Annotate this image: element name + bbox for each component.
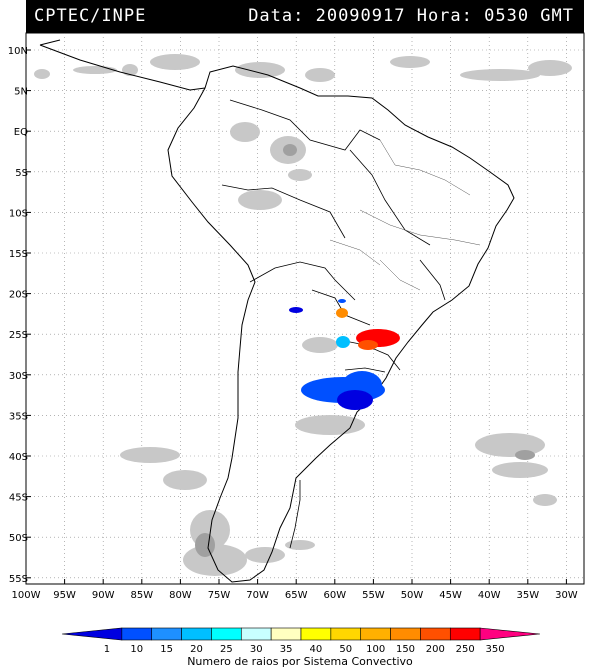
latitude-labels: 10N 5N EQ 5S 10S 15S 20S 25S 30S 35S 40S 45S 50S 55S xyxy=(8,46,31,585)
lon-label: 70W xyxy=(246,590,269,601)
lon-label: 80W xyxy=(169,590,192,601)
lon-label: 50W xyxy=(401,590,424,601)
central-america xyxy=(39,39,206,91)
lat-label: 40S xyxy=(9,452,28,463)
legend-swatch xyxy=(390,627,421,641)
legend-tick: 50 xyxy=(339,644,352,655)
legend-swatch xyxy=(360,627,391,641)
lat-label: 35S xyxy=(9,411,28,422)
legend-swatch xyxy=(181,627,212,641)
lon-label: 55W xyxy=(362,590,385,601)
lat-label: EQ xyxy=(14,127,28,138)
grid-lines xyxy=(26,33,584,584)
legend-swatch xyxy=(479,627,541,641)
legend-swatch xyxy=(449,627,481,641)
legend-tick: 350 xyxy=(486,644,505,655)
lon-label: 65W xyxy=(285,590,308,601)
legend-tick: 25 xyxy=(220,644,233,655)
convective-systems xyxy=(289,299,400,410)
lon-label: 40W xyxy=(478,590,501,601)
lon-label: 60W xyxy=(323,590,346,601)
legend-tick: 200 xyxy=(426,644,445,655)
lon-label: 30W xyxy=(555,590,578,601)
legend-tick: 250 xyxy=(456,644,475,655)
legend-swatch xyxy=(270,627,302,641)
legend-tick: 40 xyxy=(310,644,323,655)
lon-label: 100W xyxy=(12,590,41,601)
lat-label: 30S xyxy=(9,371,28,382)
legend-swatch xyxy=(300,627,332,641)
legend-colorbar xyxy=(61,627,541,641)
map-frame xyxy=(25,32,585,585)
lat-label: 20S xyxy=(9,290,28,301)
legend-swatch xyxy=(330,627,362,641)
legend-swatch xyxy=(121,627,153,641)
lat-label: 10N xyxy=(8,46,28,57)
legend-tick: 10 xyxy=(130,644,143,655)
lat-label: 50S xyxy=(9,533,28,544)
legend-swatch xyxy=(420,627,451,641)
storm-system-cyan xyxy=(336,336,350,348)
lat-label: 45S xyxy=(9,493,28,504)
lon-label: 95W xyxy=(53,590,76,601)
legend-tick: 30 xyxy=(250,644,263,655)
lat-label: 10S xyxy=(9,208,28,219)
legend-tick: 1 xyxy=(104,644,110,655)
lon-label: 45W xyxy=(439,590,462,601)
legend-swatch xyxy=(61,627,123,641)
legend-tick: 20 xyxy=(190,644,203,655)
lon-label: 85W xyxy=(130,590,153,601)
map-header: CPTEC/INPE Data: 20090917 Hora: 0530 GMT xyxy=(26,0,584,33)
legend-tick: 15 xyxy=(160,644,173,655)
storm-system-small xyxy=(289,307,303,313)
legend-title: Numero de raios por Sistema Convectivo xyxy=(187,655,413,668)
south-america-coastline xyxy=(167,65,515,583)
lat-label: 15S xyxy=(9,249,28,260)
lat-label: 5S xyxy=(15,168,28,179)
legend-tick: 100 xyxy=(366,644,385,655)
cloud-cores xyxy=(195,144,535,557)
lon-label: 90W xyxy=(92,590,115,601)
timestamp-label: Data: 20090917 Hora: 0530 GMT xyxy=(248,6,574,26)
legend-tick-labels: 1 10 15 20 25 30 35 40 50 100 150 200 250 350 xyxy=(104,644,505,655)
legend-swatch xyxy=(211,627,242,641)
brand-label: CPTEC/INPE xyxy=(34,6,147,26)
country-borders xyxy=(221,99,446,549)
lat-label: 25S xyxy=(9,330,28,341)
storm-system-orange xyxy=(336,308,348,318)
lat-label: 55S xyxy=(9,574,28,585)
state-borders xyxy=(329,139,481,291)
legend-tick: 150 xyxy=(396,644,415,655)
lat-label: 5N xyxy=(14,87,28,98)
legend-tick: 35 xyxy=(280,644,293,655)
lon-label: 75W xyxy=(208,590,231,601)
longitude-labels: 100W 95W 90W 85W 80W 75W 70W 65W 60W 55W 50W 45W 40W… xyxy=(12,579,578,601)
lon-label: 35W xyxy=(516,590,539,601)
legend-swatch xyxy=(240,627,272,641)
legend-swatch xyxy=(151,627,182,641)
